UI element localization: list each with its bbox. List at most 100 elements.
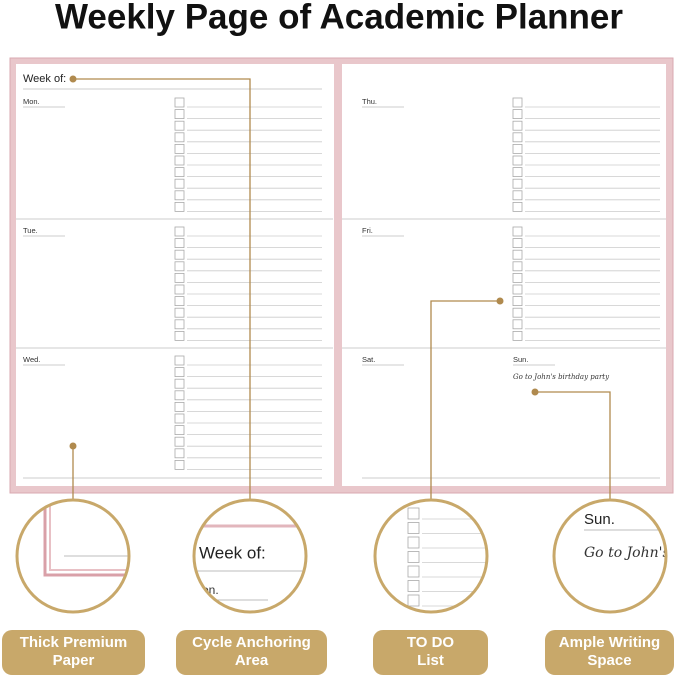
note: Go to John's birthday party [513, 373, 610, 381]
checkbox [512, 201, 523, 212]
checkbox [512, 261, 523, 272]
checkbox [407, 536, 420, 549]
callout-dot [496, 297, 504, 305]
checkbox [512, 132, 523, 143]
callout [535, 391, 611, 500]
checkbox [174, 155, 185, 166]
checkbox [407, 580, 420, 592]
day-label: Tue. [23, 226, 38, 235]
checkbox [174, 284, 185, 295]
checkbox [174, 261, 185, 272]
title: Weekly Page of Academic Planner [55, 0, 623, 36]
callout [430, 300, 500, 500]
checkbox [174, 307, 185, 318]
checkbox [174, 378, 185, 389]
feature-label: Cycle Anchoring [192, 634, 311, 651]
feature-badge [373, 630, 488, 675]
checkbox [407, 565, 420, 578]
checkbox [174, 367, 185, 378]
day-label: Fri. [362, 226, 373, 235]
zoom-content: Week of:Mon. [194, 524, 306, 601]
zoom-ring [552, 498, 668, 614]
checkbox [174, 120, 185, 131]
checkbox [512, 190, 523, 201]
checkbox [512, 97, 523, 108]
paper-edge [43, 500, 129, 577]
checkbox [174, 226, 185, 237]
checkbox [174, 167, 185, 178]
checkbox [407, 507, 420, 520]
day-label: Wed. [23, 355, 40, 364]
zoom-content [43, 500, 129, 577]
checkbox [174, 319, 185, 330]
checkbox [407, 522, 420, 534]
feature-label: List [417, 652, 444, 669]
checkbox [174, 178, 185, 189]
checkbox [174, 201, 185, 212]
checkbox [174, 109, 185, 119]
paper-edge [49, 500, 129, 571]
feature-label: Area [235, 652, 269, 669]
checkbox [512, 238, 523, 249]
zoom-content: Sun. Go to John's [584, 511, 670, 561]
checkbox [174, 272, 185, 283]
checkbox [512, 319, 523, 330]
right-page [342, 64, 666, 486]
feature-badge [2, 630, 145, 675]
checkbox [512, 272, 523, 283]
checkbox [512, 330, 523, 341]
callout-dot [69, 75, 77, 83]
checkbox [174, 296, 185, 307]
callout-dot [69, 442, 77, 450]
zoom-circle [554, 500, 666, 612]
checkbox [512, 120, 523, 131]
day-label: Sun. [513, 355, 528, 364]
checkbox [174, 425, 185, 436]
feature-label: Ample Writing [559, 634, 660, 651]
checkbox [512, 226, 523, 237]
week-of-label: Week of: [23, 73, 66, 85]
feature-badge [545, 630, 674, 675]
day-label: Thu. [362, 97, 377, 106]
checkbox [512, 143, 523, 154]
checkbox [174, 436, 185, 447]
feature-label: Paper [53, 652, 95, 669]
zoom-circle [375, 500, 487, 612]
checkbox [174, 355, 185, 366]
checkbox [174, 249, 185, 260]
feature-label: TO DO [407, 634, 455, 651]
checkbox [407, 594, 420, 607]
checkbox [174, 132, 185, 143]
checkbox [174, 401, 185, 412]
checkbox [407, 551, 420, 563]
checkbox [512, 167, 523, 178]
day-label: Sat. [362, 355, 375, 364]
zoom-ring [15, 498, 131, 614]
feature-label: Space [587, 652, 631, 669]
checkbox [174, 97, 185, 108]
zoom-note: Go to John's [584, 545, 670, 561]
callout [73, 78, 251, 500]
checkbox [512, 109, 523, 119]
zoom-ring [373, 498, 489, 614]
checkbox [174, 330, 185, 341]
checkbox [174, 413, 185, 424]
day-label: Mon. [23, 97, 40, 106]
zoom-week-of: Week of: [199, 543, 266, 562]
checkbox [174, 390, 185, 401]
zoom-sun: Sun. [584, 511, 615, 528]
checkbox [174, 143, 185, 154]
checkbox [512, 249, 523, 260]
checkbox [512, 307, 523, 318]
callout-dot [531, 388, 539, 396]
zoom-ring [192, 498, 308, 614]
checkbox [512, 178, 523, 189]
checkbox [174, 448, 185, 459]
zoom-circle [194, 500, 306, 612]
checkbox [174, 190, 185, 201]
feature-label: Thick Premium [20, 634, 128, 651]
checkbox [174, 459, 185, 470]
feature-badge [176, 630, 327, 675]
